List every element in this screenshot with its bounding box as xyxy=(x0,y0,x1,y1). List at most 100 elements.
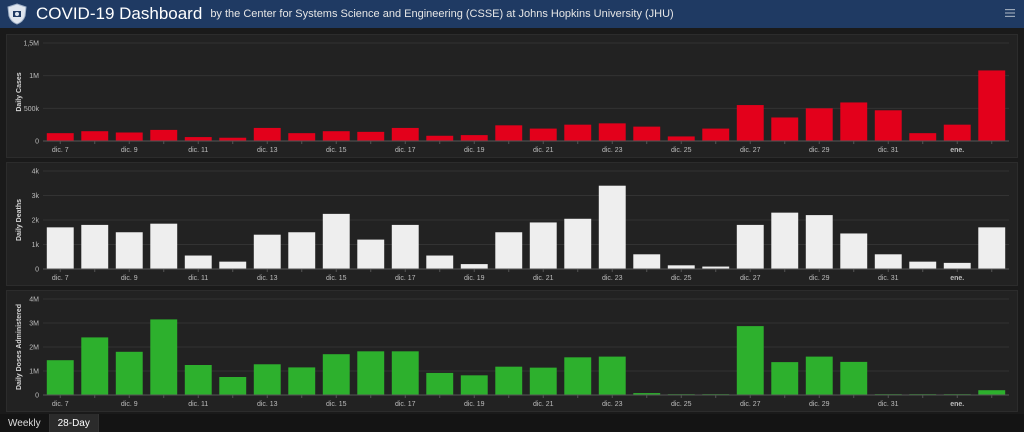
bar-dic-26[interactable] xyxy=(702,128,730,141)
bar-dic-12[interactable] xyxy=(219,377,247,395)
bar-dic-22[interactable] xyxy=(564,218,592,269)
y-tick-label: 3M xyxy=(29,321,39,328)
bar-dic-24[interactable] xyxy=(633,254,661,269)
daily-cases-panel: 0 500k 1M 1,5M Daily Cases dic. 7 dic. 9 dic. 1… xyxy=(6,34,1018,158)
bar-ene-1[interactable] xyxy=(909,133,937,141)
bar-dic-25[interactable] xyxy=(667,136,695,141)
y-tick-label: 1M xyxy=(29,73,39,80)
bar-ene-3[interactable] xyxy=(978,70,1006,141)
y-tick-label: 3k xyxy=(32,193,40,200)
bar-dic-14[interactable] xyxy=(288,367,316,395)
bar-dic-14[interactable] xyxy=(288,232,316,269)
bar-dic-20[interactable] xyxy=(495,232,523,269)
bar-dic-24[interactable] xyxy=(633,393,661,395)
x-tick-label: dic. 17 xyxy=(395,401,416,408)
bar-dic-7[interactable] xyxy=(46,227,74,269)
bar-dic-29[interactable] xyxy=(805,356,833,395)
bar-dic-10[interactable] xyxy=(150,319,178,395)
bar-ene-2[interactable] xyxy=(943,262,971,269)
bar-dic-7[interactable] xyxy=(46,133,74,141)
bar-ene-2[interactable] xyxy=(943,124,971,141)
bar-dic-22[interactable] xyxy=(564,357,592,395)
bar-ene-1[interactable] xyxy=(909,261,937,269)
bar-dic-11[interactable] xyxy=(184,365,212,395)
bar-dic-27[interactable] xyxy=(736,224,764,269)
bar-dic-18[interactable] xyxy=(426,135,454,141)
bar-dic-13[interactable] xyxy=(253,127,281,141)
bar-dic-12[interactable] xyxy=(219,261,247,269)
x-tick-label: dic. 25 xyxy=(671,275,692,282)
bar-dic-28[interactable] xyxy=(771,117,799,141)
bar-dic-16[interactable] xyxy=(357,351,385,395)
x-tick-label: dic. 29 xyxy=(809,147,830,154)
bar-dic-8[interactable] xyxy=(81,131,109,141)
bar-dic-10[interactable] xyxy=(150,129,178,141)
y-tick-label: 4k xyxy=(32,169,40,176)
bar-dic-14[interactable] xyxy=(288,133,316,141)
bar-dic-13[interactable] xyxy=(253,364,281,395)
y-tick-label: 1k xyxy=(32,242,40,249)
y-tick-label: 1,5M xyxy=(23,41,39,48)
bar-dic-12[interactable] xyxy=(219,137,247,141)
bar-dic-29[interactable] xyxy=(805,215,833,269)
bar-dic-21[interactable] xyxy=(529,222,557,269)
x-tick-label: dic. 9 xyxy=(121,275,138,282)
bar-dic-18[interactable] xyxy=(426,372,454,395)
bar-dic-17[interactable] xyxy=(391,351,419,395)
bar-dic-31[interactable] xyxy=(874,110,902,141)
bar-dic-29[interactable] xyxy=(805,108,833,141)
bar-dic-23[interactable] xyxy=(598,356,626,395)
bar-dic-25[interactable] xyxy=(667,265,695,269)
x-tick-label: dic. 15 xyxy=(326,275,347,282)
bar-ene-3[interactable] xyxy=(978,390,1006,395)
bar-dic-28[interactable] xyxy=(771,362,799,395)
bar-dic-9[interactable] xyxy=(115,351,143,395)
bar-dic-19[interactable] xyxy=(460,375,488,395)
bar-dic-16[interactable] xyxy=(357,239,385,269)
bar-dic-11[interactable] xyxy=(184,255,212,269)
bar-dic-16[interactable] xyxy=(357,131,385,141)
bar-dic-27[interactable] xyxy=(736,105,764,141)
bar-dic-30[interactable] xyxy=(840,102,868,141)
bar-dic-30[interactable] xyxy=(840,233,868,269)
bar-dic-15[interactable] xyxy=(322,131,350,141)
x-tick-label: dic. 21 xyxy=(533,147,554,154)
bar-dic-30[interactable] xyxy=(840,361,868,395)
bar-dic-8[interactable] xyxy=(81,337,109,395)
bar-dic-7[interactable] xyxy=(46,360,74,395)
x-tick-label: dic. 13 xyxy=(257,401,278,408)
bar-dic-9[interactable] xyxy=(115,132,143,141)
bar-dic-13[interactable] xyxy=(253,234,281,269)
tab-weekly[interactable]: Weekly xyxy=(0,414,50,432)
bar-dic-9[interactable] xyxy=(115,232,143,269)
x-tick-label: dic. 11 xyxy=(188,401,208,408)
y-axis-title: Daily Cases xyxy=(16,72,23,111)
bar-dic-17[interactable] xyxy=(391,127,419,141)
bar-dic-31[interactable] xyxy=(874,254,902,269)
page-title: COVID-19 Dashboard xyxy=(36,4,203,23)
bar-dic-18[interactable] xyxy=(426,255,454,269)
bar-dic-8[interactable] xyxy=(81,224,109,269)
bar-dic-20[interactable] xyxy=(495,125,523,141)
bar-dic-28[interactable] xyxy=(771,212,799,269)
bar-dic-19[interactable] xyxy=(460,135,488,141)
menu-icon[interactable] xyxy=(1004,7,1016,19)
bar-dic-27[interactable] xyxy=(736,326,764,395)
bar-dic-23[interactable] xyxy=(598,123,626,141)
tab-28-day[interactable]: 28-Day xyxy=(49,414,99,432)
bar-dic-17[interactable] xyxy=(391,224,419,269)
bar-dic-24[interactable] xyxy=(633,126,661,141)
x-tick-label: dic. 7 xyxy=(52,401,69,408)
bar-dic-23[interactable] xyxy=(598,185,626,269)
bar-dic-21[interactable] xyxy=(529,128,557,141)
bar-dic-11[interactable] xyxy=(184,137,212,141)
bar-dic-21[interactable] xyxy=(529,367,557,395)
bar-dic-15[interactable] xyxy=(322,354,350,395)
bar-dic-20[interactable] xyxy=(495,366,523,395)
bar-dic-19[interactable] xyxy=(460,264,488,269)
bar-dic-15[interactable] xyxy=(322,213,350,269)
bar-dic-26[interactable] xyxy=(702,266,730,269)
bar-ene-3[interactable] xyxy=(978,227,1006,269)
bar-dic-22[interactable] xyxy=(564,124,592,141)
bar-dic-10[interactable] xyxy=(150,223,178,269)
